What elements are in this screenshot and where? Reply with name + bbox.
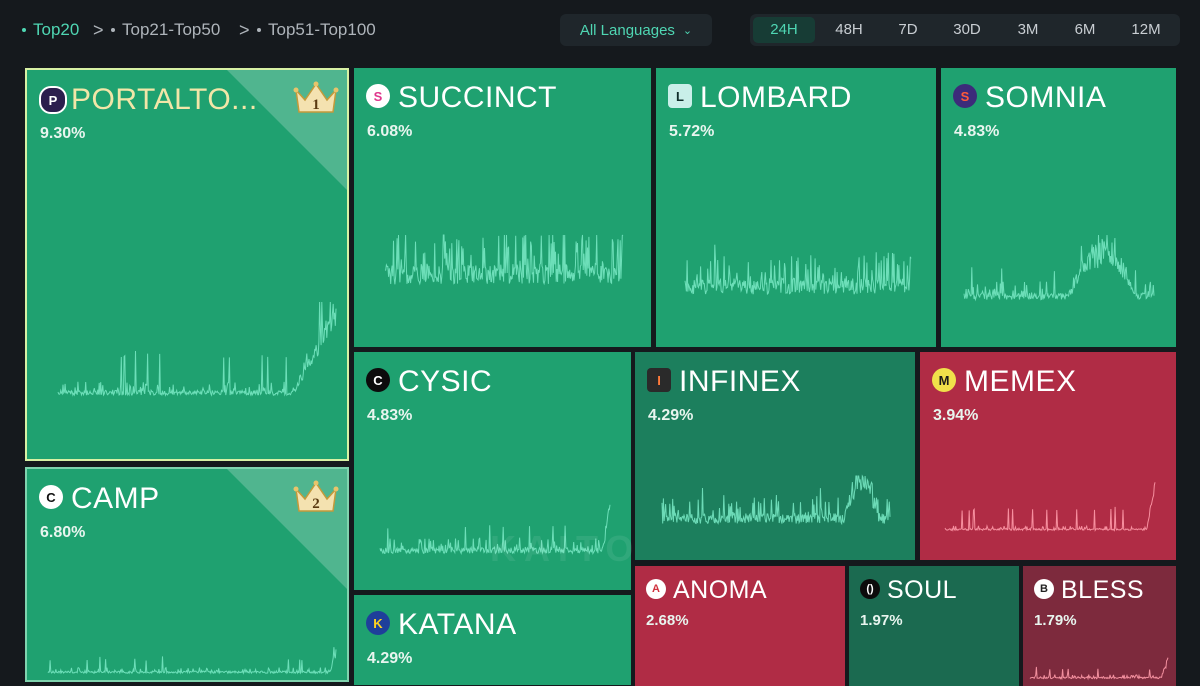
mindshare-sparkline bbox=[379, 504, 611, 556]
tile-percent: 1.97% bbox=[860, 612, 903, 629]
sparkline-path bbox=[379, 504, 611, 556]
tile-name: SOMNIA bbox=[985, 81, 1107, 114]
tile-name: CAMP bbox=[71, 482, 160, 515]
tile-name: SUCCINCT bbox=[398, 81, 557, 114]
lombard-logo-icon: L bbox=[668, 84, 692, 108]
tile-bless[interactable]: B BLESS 1.79% bbox=[1023, 566, 1176, 686]
mindshare-sparkline bbox=[963, 234, 1155, 302]
mindshare-sparkline bbox=[384, 234, 624, 286]
portal-logo-icon: P bbox=[39, 86, 67, 114]
active-dot-icon bbox=[22, 28, 26, 32]
tile-percent: 4.29% bbox=[648, 407, 694, 424]
range-7d[interactable]: 7D bbox=[898, 21, 918, 38]
sparkline-path bbox=[384, 234, 624, 286]
soul-logo-icon: () bbox=[860, 579, 880, 599]
cysic-logo-icon: C bbox=[366, 368, 390, 392]
infinex-logo-icon: I bbox=[647, 368, 671, 392]
crown-icon: 2 bbox=[293, 480, 339, 512]
tile-katana[interactable]: K KATANA 4.29% bbox=[354, 595, 631, 685]
katana-logo-icon: K bbox=[366, 611, 390, 635]
dot-icon bbox=[257, 28, 261, 32]
tile-name: ANOMA bbox=[673, 576, 768, 604]
tile-percent: 2.68% bbox=[646, 612, 689, 629]
dot-icon bbox=[111, 28, 115, 32]
crown-icon: 1 bbox=[293, 81, 339, 113]
anoma-logo-icon: A bbox=[646, 579, 666, 599]
memex-logo-icon: M bbox=[932, 368, 956, 392]
kaito-watermark: KAITO bbox=[490, 528, 642, 569]
tile-cysic[interactable]: C CYSIC 4.83% bbox=[354, 352, 631, 590]
range-12m[interactable]: 12M bbox=[1131, 21, 1161, 38]
tile-percent: 3.94% bbox=[933, 407, 979, 424]
top-bar: Top20 > Top21-Top50 > Top51-Top100 All L… bbox=[0, 0, 1200, 62]
bless-logo-icon: B bbox=[1034, 579, 1054, 599]
range-48h[interactable]: 48H bbox=[835, 21, 863, 38]
chevron-right-icon: > bbox=[239, 20, 250, 40]
tile-name: BLESS bbox=[1061, 576, 1145, 604]
tile-percent: 9.30% bbox=[40, 125, 86, 142]
tile-percent: 6.08% bbox=[367, 123, 413, 140]
mindshare-sparkline bbox=[661, 474, 891, 526]
mindshare-sparkline bbox=[684, 244, 912, 296]
sparkline-path bbox=[47, 647, 337, 676]
mindshare-sparkline bbox=[47, 647, 337, 676]
tile-portalto[interactable]: 1 P PORTALTO... 9.30% bbox=[25, 68, 349, 461]
tile-name: MEMEX bbox=[964, 365, 1077, 398]
tile-lombard[interactable]: L LOMBARD 5.72% bbox=[656, 68, 936, 347]
mindshare-sparkline bbox=[944, 482, 1156, 533]
svg-text:2: 2 bbox=[312, 496, 320, 512]
sparkline-path bbox=[57, 301, 337, 397]
tab-top21-top50[interactable]: Top21-Top50 bbox=[111, 20, 220, 40]
tile-anoma[interactable]: A ANOMA 2.68% bbox=[635, 566, 845, 686]
tile-memex[interactable]: M MEMEX 3.94% bbox=[920, 352, 1176, 560]
tile-succinct[interactable]: S SUCCINCT 6.08% bbox=[354, 68, 651, 347]
tile-name: INFINEX bbox=[679, 365, 801, 398]
tile-percent: 5.72% bbox=[669, 123, 715, 140]
tile-somnia[interactable]: S SOMNIA 4.83% bbox=[941, 68, 1176, 347]
tile-percent: 4.83% bbox=[367, 407, 413, 424]
tile-percent: 4.29% bbox=[367, 650, 413, 667]
range-24h[interactable]: 24H bbox=[753, 17, 815, 43]
tile-name: LOMBARD bbox=[700, 81, 852, 114]
language-select[interactable]: All Languages ⌄ bbox=[560, 14, 712, 46]
tile-camp[interactable]: 2 C CAMP 6.80% bbox=[25, 467, 349, 682]
tab-top20[interactable]: Top20 bbox=[22, 20, 79, 40]
sparkline-path bbox=[963, 234, 1155, 302]
svg-text:1: 1 bbox=[312, 97, 320, 113]
range-30d[interactable]: 30D bbox=[953, 21, 981, 38]
tile-name: PORTALTO... bbox=[71, 83, 258, 116]
succinct-logo-icon: S bbox=[366, 84, 390, 108]
tile-infinex[interactable]: I INFINEX 4.29% bbox=[635, 352, 915, 560]
tab-top51-top100[interactable]: Top51-Top100 bbox=[257, 20, 376, 40]
range-6m[interactable]: 6M bbox=[1074, 21, 1096, 38]
rank-corner bbox=[227, 70, 347, 190]
mindshare-sparkline bbox=[1029, 657, 1169, 681]
camp-logo-icon: C bbox=[39, 485, 63, 509]
range-3m[interactable]: 3M bbox=[1017, 21, 1039, 38]
tile-soul[interactable]: () SOUL 1.97% bbox=[849, 566, 1019, 686]
sparkline-path bbox=[944, 482, 1156, 533]
tile-percent: 4.83% bbox=[954, 123, 1000, 140]
tile-name: SOUL bbox=[887, 576, 958, 604]
somnia-logo-icon: S bbox=[953, 84, 977, 108]
sparkline-path bbox=[684, 244, 912, 296]
rank-corner bbox=[227, 469, 347, 589]
chevron-right-icon: > bbox=[93, 20, 104, 40]
tile-name: KATANA bbox=[398, 608, 517, 641]
mindshare-sparkline bbox=[57, 301, 337, 397]
sparkline-path bbox=[661, 474, 891, 526]
tile-percent: 6.80% bbox=[40, 524, 86, 541]
tile-percent: 1.79% bbox=[1034, 612, 1077, 629]
time-range-selector: 24H 48H 7D 30D 3M 6M 12M bbox=[750, 14, 1180, 46]
chevron-down-icon: ⌄ bbox=[682, 24, 693, 37]
tile-name: CYSIC bbox=[398, 365, 493, 398]
